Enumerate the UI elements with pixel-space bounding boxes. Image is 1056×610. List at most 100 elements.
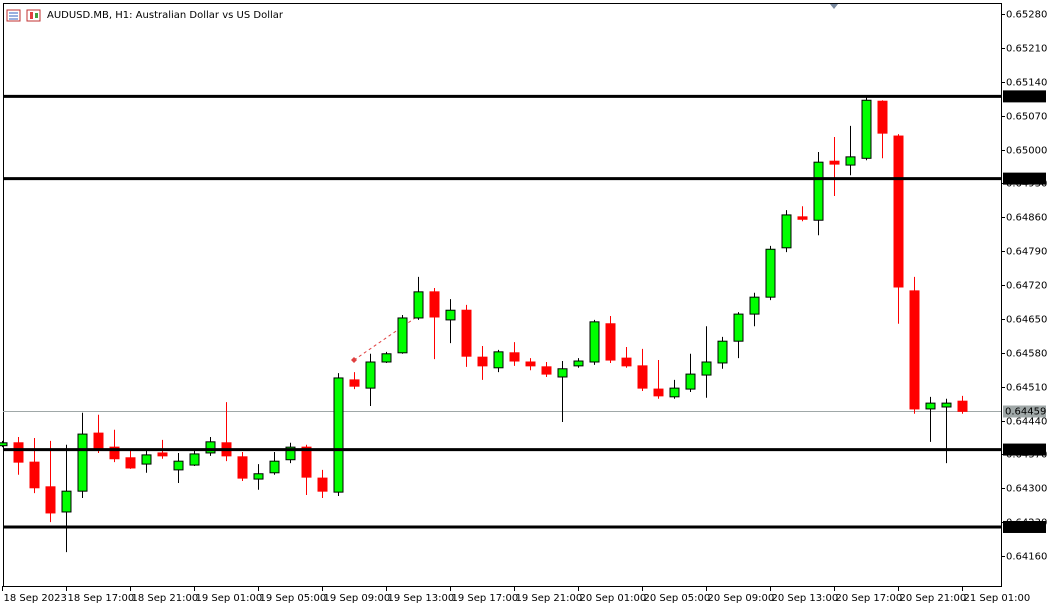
level-label-box	[1003, 443, 1046, 456]
candle-body	[29, 461, 40, 489]
x-tick-label: 19 Sep 05:00	[260, 593, 327, 604]
candle-body	[669, 387, 680, 398]
x-tick-label: 19 Sep 21:00	[516, 593, 583, 604]
candle-body	[717, 340, 728, 364]
chart-title: AUDUSD.MB, H1: Australian Dollar vs US D…	[47, 10, 284, 21]
x-tick-label: 20 Sep 13:00	[772, 593, 839, 604]
candle-body	[621, 357, 632, 367]
candle-body	[157, 452, 168, 457]
y-tick-label: 0.64650	[1006, 315, 1047, 326]
trade-link	[353, 315, 419, 361]
candle-body	[317, 477, 328, 492]
candle-body	[93, 432, 104, 449]
trade-marker	[351, 357, 357, 363]
candle-body	[429, 291, 440, 318]
x-tick-label: 20 Sep 17:00	[836, 593, 903, 604]
candle-body	[109, 446, 120, 460]
candle-body	[813, 161, 824, 221]
level-label-box	[1003, 520, 1046, 533]
candle-body	[205, 441, 216, 454]
y-tick-label: 0.64440	[1006, 417, 1047, 428]
candle-body	[845, 156, 856, 166]
candle-body	[509, 352, 520, 362]
symbol-icons	[6, 9, 41, 22]
candle-body	[573, 360, 584, 367]
candle-body	[957, 400, 968, 412]
candle-body	[589, 321, 600, 363]
level-label-box	[1003, 90, 1046, 103]
y-tick-label: 0.64580	[1006, 349, 1047, 360]
level-label: 0.64940	[1005, 174, 1046, 185]
x-tick-label: 20 Sep 01:00	[580, 593, 647, 604]
candle-body	[45, 486, 56, 514]
candle-body	[829, 160, 840, 165]
candle-body	[477, 356, 488, 367]
candle-body	[605, 323, 616, 361]
x-tick-label: 19 Sep 09:00	[324, 593, 391, 604]
icon-bar	[30, 12, 33, 19]
candle-body	[77, 433, 88, 492]
y-tick-label: 0.64720	[1006, 281, 1047, 292]
candle-body	[541, 366, 552, 375]
level-label: 0.64220	[1005, 522, 1046, 533]
y-tick-label: 0.64510	[1006, 383, 1047, 394]
candle-body	[877, 100, 888, 134]
candle-body	[701, 361, 712, 376]
candle-body	[13, 442, 24, 463]
candle-body	[781, 214, 792, 249]
x-tick-label: 19 Sep 13:00	[388, 593, 455, 604]
y-tick-label: 0.64160	[1006, 552, 1047, 563]
candle-body	[253, 473, 264, 480]
candle-body	[685, 373, 696, 390]
candle-body	[925, 402, 936, 410]
x-tick-label: 20 Sep 09:00	[708, 593, 775, 604]
candle-body	[557, 368, 568, 378]
x-tick-label: 19 Sep 17:00	[452, 593, 519, 604]
candle-body	[909, 290, 920, 410]
candle-body	[365, 361, 376, 389]
candle-body	[733, 313, 744, 342]
candle-body	[301, 446, 312, 478]
y-tick-label: 0.64300	[1006, 484, 1047, 495]
candle-body	[397, 317, 408, 354]
candle-body	[349, 379, 360, 387]
candle-body	[381, 353, 392, 363]
level-label: 0.65110	[1005, 91, 1046, 102]
candle-body	[525, 361, 536, 367]
y-tick-label: 0.64860	[1006, 213, 1047, 224]
candle-body	[445, 309, 456, 321]
plot-frame	[3, 3, 1002, 587]
x-tick-label: 21 Sep 01:00	[964, 593, 1031, 604]
candle-body	[765, 248, 776, 298]
candle-body	[749, 296, 760, 315]
candle-body	[637, 365, 648, 389]
candle-body	[461, 309, 472, 357]
candle-body	[237, 456, 248, 479]
level-label: 0.64380	[1005, 445, 1046, 456]
candle-body	[125, 457, 136, 469]
x-tick-label: 20 Sep 21:00	[900, 593, 967, 604]
y-tick-label: 0.65280	[1006, 10, 1047, 21]
candle-body	[333, 377, 344, 493]
level-label-box	[1003, 172, 1046, 185]
candle-body	[61, 490, 72, 513]
candle-body	[893, 135, 904, 288]
x-tick-label: 20 Sep 05:00	[644, 593, 711, 604]
candle-body	[413, 291, 424, 319]
shift-marker	[830, 4, 838, 9]
candle-body	[0, 442, 8, 447]
y-tick-label: 0.65070	[1006, 112, 1047, 123]
candle-body	[173, 460, 184, 471]
candle-body	[269, 460, 280, 474]
x-tick-label: 18 Sep 2023	[4, 593, 67, 604]
icon	[26, 9, 41, 22]
candle-body	[653, 388, 664, 397]
x-tick-label: 18 Sep 21:00	[132, 593, 199, 604]
x-tick-label: 18 Sep 17:00	[68, 593, 135, 604]
candle-body	[189, 453, 200, 466]
y-tick-label: 0.65210	[1006, 44, 1047, 55]
icon-bar	[35, 13, 38, 18]
candle-body	[285, 446, 296, 461]
candle-body	[493, 351, 504, 369]
